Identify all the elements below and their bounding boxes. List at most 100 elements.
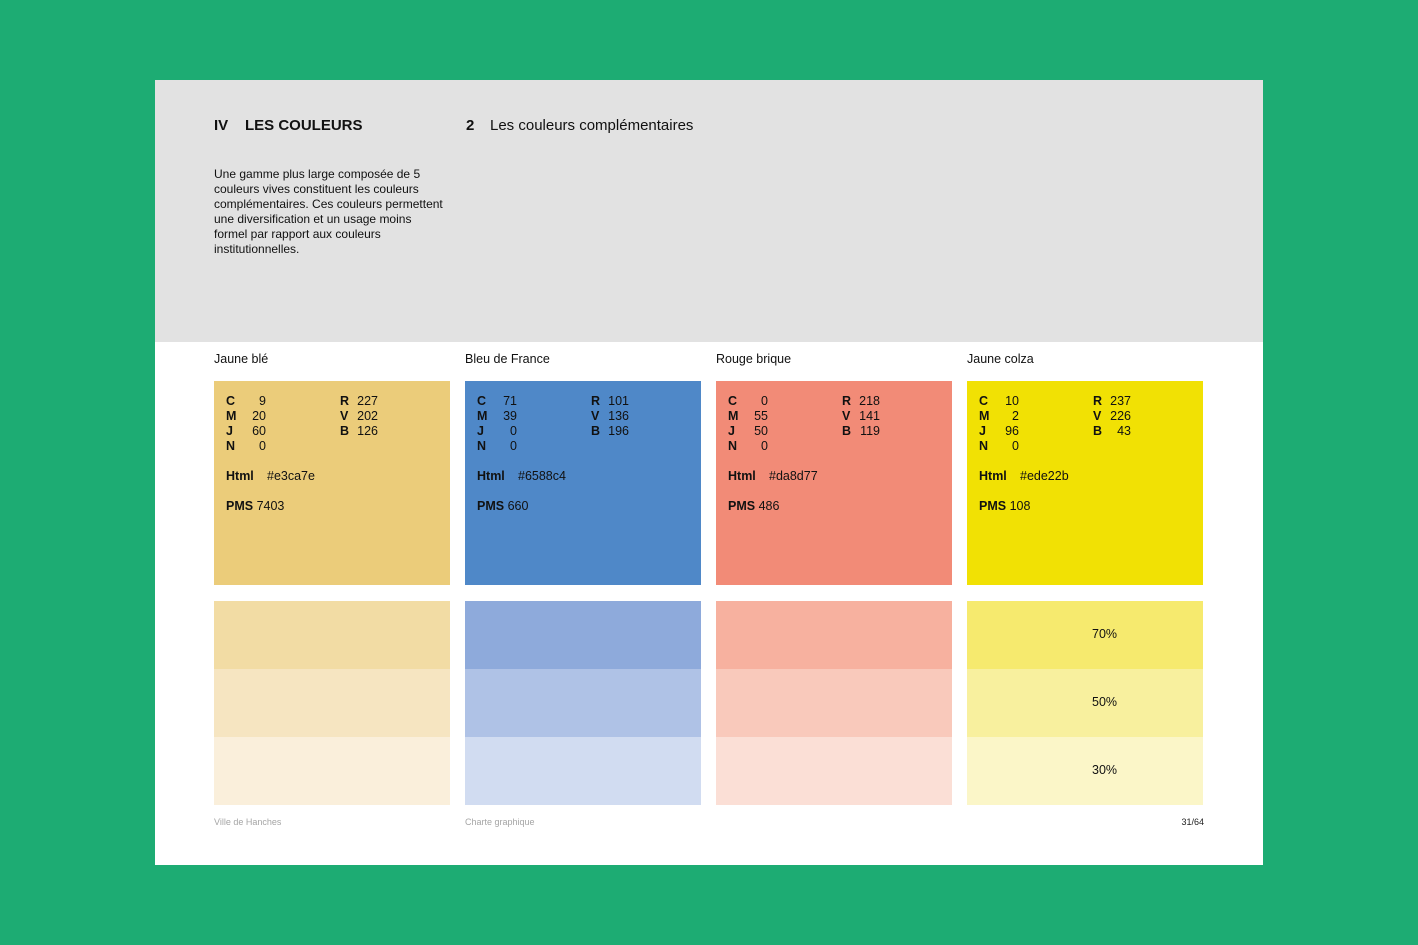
cmjn-value: 20 [252,409,266,423]
rvb-value: 202 [357,409,378,423]
rvb-key: V [1093,409,1102,423]
cmjn-value: 9 [259,394,266,408]
cmjn-key: N [979,439,989,453]
rvb-value: 126 [357,424,378,438]
rvb-key: R [1093,394,1103,408]
cmjn-row: C 71 [477,394,517,409]
cmjn-key: M [728,409,739,423]
cmjn-key: N [226,439,236,453]
tint-swatch [214,669,450,737]
footer-organization: Ville de Hanches [214,817,282,827]
tint-swatch [465,669,701,737]
rvb-value: 196 [608,424,629,438]
cmjn-value: 39 [503,409,517,423]
tint-swatch [716,669,952,737]
cmjn-key: J [728,424,735,438]
color-name: Bleu de France [465,352,550,366]
html-code: Html #ede22b [979,469,1069,483]
cmjn-key: J [979,424,986,438]
cmjn-row: C 10 [979,394,1019,409]
html-code: Html #6588c4 [477,469,566,483]
tint-swatch [716,737,952,805]
cmjn-values: C 0 M 55 J 50 N 0 [728,394,768,454]
color-column: Rouge brique C 0 M 55 J 50 N 0 R 218 V 141 B 119 Html #d… [716,352,952,585]
cmjn-value: 0 [1012,439,1019,453]
rvb-key: R [591,394,601,408]
tint-swatch [214,601,450,669]
rvb-row: R 218 [842,394,880,409]
html-value: #ede22b [1020,469,1069,483]
pms-value: 7403 [256,499,285,513]
pms-label: PMS [226,499,254,513]
rvb-row: V 202 [340,409,378,424]
color-column: Bleu de France C 71 M 39 J 0 N 0 R 101 V 136 B 196 Html… [465,352,701,585]
tint-percentage: 30% [1092,763,1118,777]
color-column: Jaune blé C 9 M 20 J 60 N 0 R 227 V 202 B 126 Html #e3ca… [214,352,450,585]
rvb-row: V 141 [842,409,880,424]
rvb-values: R 237 V 226 B 43 [1093,394,1131,439]
rvb-key: V [842,409,851,423]
cmjn-key: C [226,394,236,408]
cmjn-value: 60 [252,424,266,438]
color-name: Rouge brique [716,352,792,366]
rvb-key: R [842,394,852,408]
cmjn-value: 0 [510,424,517,438]
pms-code: PMS 660 [477,499,528,513]
rvb-value: 43 [1117,424,1131,438]
rvb-key: R [340,394,350,408]
rvb-value: 101 [608,394,629,408]
tint-swatch: 50% [967,669,1203,737]
cmjn-value: 0 [259,439,266,453]
rvb-value: 237 [1110,394,1131,408]
tint-stack [716,601,952,805]
rvb-row: B 43 [1093,424,1131,439]
tint-swatch [214,737,450,805]
cmjn-value: 2 [1012,409,1019,423]
rvb-value: 218 [859,394,880,408]
cmjn-key: C [979,394,989,408]
pms-code: PMS 486 [728,499,779,513]
cmjn-value: 71 [503,394,517,408]
cmjn-key: M [477,409,488,423]
cmjn-row: M 55 [728,409,768,424]
cmjn-key: C [728,394,738,408]
cmjn-value: 0 [761,439,768,453]
cmjn-value: 55 [754,409,768,423]
html-label: Html [728,469,756,483]
tint-swatch: 70% [967,601,1203,669]
pms-label: PMS [728,499,756,513]
color-column: Jaune colza C 10 M 2 J 96 N 0 R 237 V 226 B 43 Html #ede… [967,352,1203,585]
color-swatch: C 10 M 2 J 96 N 0 R 237 V 226 B 43 Html #ede22b PMS 108 [967,381,1203,585]
html-label: Html [979,469,1007,483]
color-name: Jaune blé [214,352,269,366]
section-title: LES COULEURS [245,117,363,134]
cmjn-key: C [477,394,487,408]
page-header: IV LES COULEURS 2 Les couleurs complémenta… [155,80,1263,342]
footer-document-title: Charte graphique [465,817,535,827]
tint-percentage: 70% [1092,627,1118,641]
subsection-heading: 2 Les couleurs complémentaires [466,117,693,134]
intro-paragraph: Une gamme plus large composée de 5 coule… [214,167,443,256]
cmjn-row: J 96 [979,424,1019,439]
html-label: Html [477,469,505,483]
rvb-values: R 101 V 136 B 196 [591,394,629,439]
cmjn-row: M 20 [226,409,266,424]
tint-stack [465,601,701,805]
cmjn-row: J 50 [728,424,768,439]
rvb-key: B [1093,424,1103,438]
html-label: Html [226,469,254,483]
html-value: #e3ca7e [267,469,315,483]
rvb-row: R 237 [1093,394,1131,409]
section-number: IV [214,117,229,134]
rvb-row: R 101 [591,394,629,409]
tint-swatch: 30% [967,737,1203,805]
rvb-key: V [591,409,600,423]
rvb-key: B [842,424,852,438]
color-swatch: C 9 M 20 J 60 N 0 R 227 V 202 B 126 Html #e3ca7e PMS 740… [214,381,450,585]
cmjn-value: 10 [1005,394,1019,408]
cmjn-value: 0 [761,394,768,408]
cmjn-value: 96 [1005,424,1019,438]
